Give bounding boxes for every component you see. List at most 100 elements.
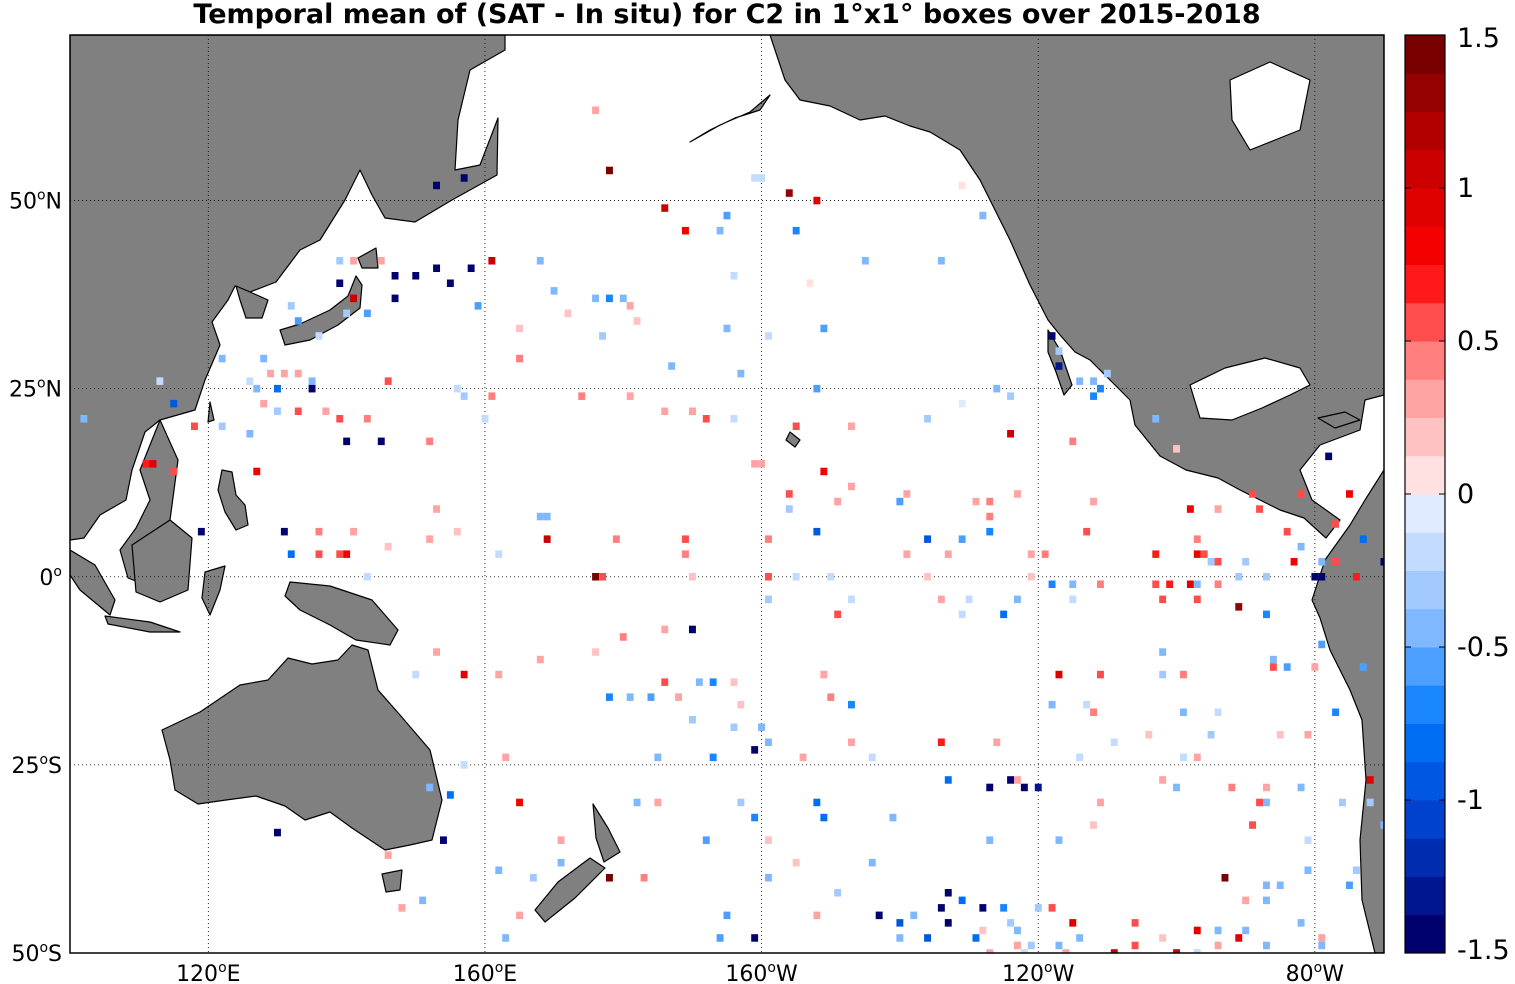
data-cell <box>1269 655 1277 664</box>
data-cell <box>889 813 897 822</box>
data-cell <box>834 889 842 897</box>
data-cell <box>460 392 468 400</box>
data-cell <box>350 527 358 536</box>
data-cell <box>592 573 600 581</box>
data-cell <box>363 309 371 318</box>
data-cell <box>924 535 932 543</box>
data-cell <box>495 550 503 558</box>
data-cell <box>765 595 772 604</box>
data-cell <box>1359 663 1367 671</box>
data-cell <box>1304 866 1312 875</box>
data-cell <box>861 257 869 265</box>
data-cell <box>308 377 316 385</box>
data-cell <box>516 354 524 363</box>
data-cells <box>80 106 1384 953</box>
data-cell <box>751 934 759 942</box>
data-cell <box>495 866 503 875</box>
data-cell <box>1048 700 1056 709</box>
data-cell <box>1069 595 1077 604</box>
data-cell <box>1048 332 1056 340</box>
data-cell <box>937 904 945 912</box>
data-cell <box>1055 670 1063 679</box>
colorbar-segment <box>1405 723 1445 763</box>
land-south-america <box>1311 469 1384 953</box>
land-philippines <box>217 469 249 531</box>
data-cell <box>633 798 641 807</box>
y-tick-label: 25oN <box>9 376 62 403</box>
data-cell <box>1235 934 1243 942</box>
data-cell <box>453 384 461 393</box>
data-cell <box>993 384 1001 393</box>
data-cell <box>944 919 952 927</box>
data-cell <box>1055 836 1063 844</box>
data-cell <box>495 670 503 679</box>
x-axis-ticks: 120oE 160oE 160oW 120oW 80oW <box>176 960 1344 984</box>
data-cell <box>1214 708 1222 717</box>
data-cell <box>253 384 261 393</box>
data-cell <box>1249 821 1257 829</box>
data-cell <box>294 317 302 325</box>
data-cell <box>1186 580 1194 589</box>
x-tick-label: 120oE <box>176 960 240 984</box>
data-cell <box>343 309 351 318</box>
data-cell <box>730 678 738 686</box>
data-cell <box>958 535 966 543</box>
data-cell <box>682 550 689 558</box>
data-cell <box>260 354 268 363</box>
data-cell <box>661 678 669 686</box>
data-cell <box>1076 934 1084 942</box>
data-cell <box>343 437 351 446</box>
data-cell <box>1097 384 1104 393</box>
data-cell <box>1069 437 1077 446</box>
data-cell <box>848 595 855 604</box>
land-korea <box>235 285 269 319</box>
data-cell <box>765 535 772 543</box>
data-cell <box>1297 542 1305 551</box>
data-cell <box>536 257 544 265</box>
data-cell <box>875 911 883 920</box>
y-axis-ticks: 50oN 25oN 0o 25oS 50oS <box>9 188 62 967</box>
data-cell <box>986 783 994 792</box>
data-cell <box>1159 776 1167 784</box>
data-cell <box>1214 580 1222 589</box>
data-cell <box>723 211 731 220</box>
data-cell <box>903 550 911 558</box>
data-cell <box>1076 377 1084 385</box>
data-cell <box>536 512 544 521</box>
data-cell <box>689 407 696 416</box>
data-cell <box>986 949 994 953</box>
data-cell <box>737 369 745 378</box>
data-cell <box>751 460 759 468</box>
data-cell <box>737 798 745 807</box>
data-cell <box>924 415 932 423</box>
data-cell <box>709 753 717 762</box>
data-cell <box>363 415 371 423</box>
data-cell <box>1193 595 1201 604</box>
data-cell <box>260 399 268 408</box>
data-cell <box>689 625 696 634</box>
data-cell <box>1311 663 1319 671</box>
data-cell <box>218 422 226 431</box>
data-cell <box>979 926 987 935</box>
data-cell <box>1297 919 1305 927</box>
data-cell <box>253 467 261 476</box>
colorbar-segment <box>1405 494 1445 533</box>
data-cell <box>668 362 676 370</box>
data-cell <box>937 738 945 747</box>
colorbar-segment <box>1405 455 1445 495</box>
data-cell <box>1235 603 1243 611</box>
data-cell <box>1276 881 1284 890</box>
data-cell <box>433 505 441 513</box>
data-cell <box>246 430 254 438</box>
data-cell <box>924 934 932 942</box>
data-cell <box>1034 783 1042 792</box>
data-cell <box>246 377 254 385</box>
data-cell <box>1380 558 1384 566</box>
data-cell <box>460 670 468 679</box>
data-cell <box>1186 505 1194 513</box>
data-cell <box>1380 821 1384 829</box>
data-cell <box>1180 670 1187 679</box>
colorbar-segment <box>1405 302 1445 342</box>
colorbar-segment <box>1405 35 1445 74</box>
